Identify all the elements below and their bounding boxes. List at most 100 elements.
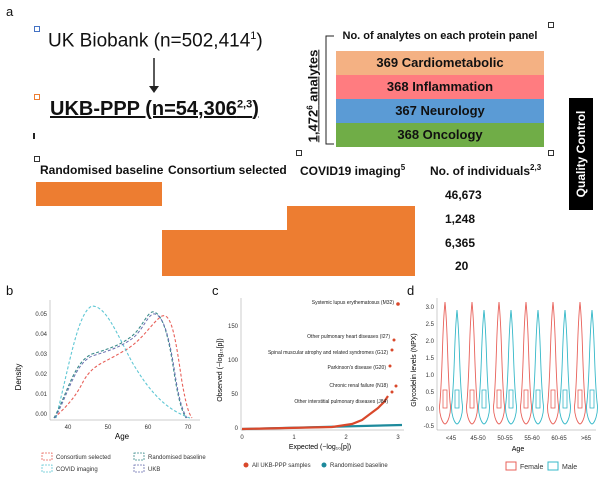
violin-box (442, 389, 448, 409)
d-ytick: 2.5 (426, 322, 435, 328)
col-covid-imaging: COVID19 imaging5 (300, 163, 405, 178)
legend-swatch (41, 464, 53, 473)
covid-sup: 5 (400, 163, 406, 172)
panel-neurology: 367 Neurology (336, 99, 544, 123)
point-m32 (396, 302, 400, 306)
b-ytick: 0.05 (35, 312, 47, 318)
b-xtick: 50 (105, 425, 112, 431)
panel-inflammation: 368 Inflammation (336, 75, 544, 99)
b-ytick: 0.01 (35, 392, 47, 398)
violin-shape (451, 309, 463, 425)
violin-shape (493, 301, 505, 425)
ukb-ppp-title: UKB-PPP (n=54,3062,3) (50, 98, 259, 121)
count-consortium: 6,365 (445, 236, 476, 250)
all-samples-points (241, 395, 389, 431)
selection-handle[interactable] (548, 150, 554, 156)
d-xtick: 60-65 (551, 436, 567, 442)
b-ytick: 0.02 (35, 372, 47, 378)
selection-handle[interactable] (34, 26, 40, 32)
d-ytick: 0.0 (426, 407, 435, 413)
selection-handle[interactable] (34, 156, 40, 162)
violin-shape (439, 301, 451, 425)
curve-covid-imaging (55, 305, 191, 419)
violin-shape (505, 309, 517, 425)
c-ytick: 50 (231, 392, 238, 398)
selection-handle[interactable] (548, 22, 554, 28)
selection-handle[interactable] (296, 150, 302, 156)
density-chart: Density 0.00 0.01 0.02 0.03 0.04 0.05 40… (14, 300, 206, 473)
col-individuals: No. of individuals2,3 (430, 163, 541, 178)
point-i27 (392, 338, 396, 342)
annotation: Other pulmonary heart diseases (I27) (307, 334, 390, 340)
point-g12 (390, 348, 394, 352)
violin-box (481, 389, 487, 409)
c-xtick: 3 (396, 435, 400, 441)
panel-oncology: 368 Oncology (336, 123, 544, 147)
violin-box (535, 389, 541, 409)
c-xtick: 1 (292, 435, 296, 441)
bar-consortium-covid (162, 254, 415, 276)
d-ytick: 3.0 (426, 305, 435, 311)
violin-box (523, 389, 529, 409)
individuals-sup: 2,3 (530, 163, 542, 172)
c-ylabel: Observed (−log₁₀[p]) (217, 338, 224, 401)
uk-biobank-text: UK Biobank (n=502,414 (48, 30, 251, 52)
d-xlabel: Age (512, 446, 525, 453)
legend-marker (321, 462, 327, 468)
violin-shape (574, 301, 586, 425)
d-ytick: -0.5 (424, 424, 435, 430)
annotation: Spinal muscular atrophy and related synd… (268, 350, 388, 356)
violin-box (496, 389, 502, 409)
ukb-ppp-text: UKB-PPP (n=54,306 (50, 98, 237, 120)
violin-shape (547, 301, 559, 425)
violin-box (454, 389, 460, 409)
selection-handle[interactable] (34, 94, 40, 100)
legend-marker (243, 462, 249, 468)
legend-label: Male (562, 464, 577, 471)
d-xtick: 55-60 (524, 436, 540, 442)
curve-consortium-selected (53, 315, 193, 419)
panel-label-a: a (6, 4, 14, 19)
point-g20 (388, 364, 392, 368)
c-xtick: 0 (240, 435, 244, 441)
violin-shape (466, 301, 478, 425)
violin-shape (520, 301, 532, 425)
b-ytick: 0.04 (35, 332, 47, 338)
c-ytick: 0 (235, 426, 239, 432)
d-xtick: 45-50 (470, 436, 486, 442)
legend-label: All UKB-PPP samples (252, 463, 311, 469)
b-ytick: 0.03 (35, 352, 47, 358)
panel-header: No. of analytes on each protein panel (342, 30, 538, 42)
legend-swatch (133, 452, 145, 461)
legend-swatch (505, 461, 517, 471)
count-covid: 1,248 (445, 212, 476, 226)
down-arrow-icon (149, 58, 159, 93)
annotation: Systemic lupus erythematosus (M32) (312, 300, 395, 306)
b-xtick: 60 (145, 425, 152, 431)
count-randomised: 46,673 (445, 188, 482, 202)
d-ytick: 2.0 (426, 339, 435, 345)
col-randomised-baseline: Randomised baseline (40, 163, 164, 177)
count-both: 20 (455, 259, 469, 273)
violin-box (469, 389, 475, 409)
legend-label: COVID imaging (56, 467, 98, 473)
violin-chart: Glycodelin levels (NPX) -0.5 0.0 0.5 1.0… (411, 298, 598, 471)
panel-label-d: d (407, 283, 415, 298)
point-n18 (394, 384, 398, 388)
legend-label: Consortium selected (56, 455, 111, 461)
analytes-bracket (325, 35, 334, 145)
c-ytick: 150 (228, 324, 239, 330)
violin-shape (586, 309, 598, 425)
violin-box (589, 389, 595, 409)
quality-control-label: Quality Control (569, 98, 593, 210)
d-ytick: 0.5 (426, 390, 435, 396)
panel-label-c: c (212, 283, 219, 298)
bar-covid-imaging (287, 206, 415, 230)
legend-swatch (41, 452, 53, 461)
ukb-ppp-sup: 2,3 (236, 98, 253, 111)
col-covid-text: COVID19 imaging (300, 164, 401, 178)
ukb-ppp-close: ) (252, 98, 259, 120)
legend-swatch (547, 461, 559, 471)
c-xtick: 2 (344, 435, 348, 441)
uk-biobank-close: ) (256, 30, 263, 52)
